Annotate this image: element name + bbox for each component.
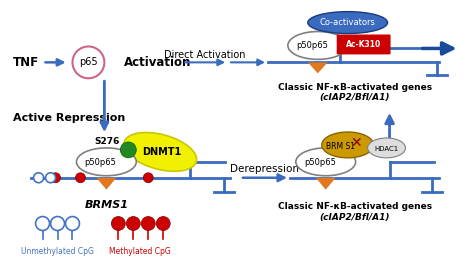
- Text: BRM S1: BRM S1: [326, 143, 355, 151]
- Ellipse shape: [76, 148, 137, 176]
- Circle shape: [75, 173, 85, 183]
- Polygon shape: [316, 178, 336, 190]
- Text: p50p65: p50p65: [296, 41, 328, 50]
- Text: ✕: ✕: [350, 136, 362, 150]
- Text: Derepression: Derepression: [230, 164, 300, 174]
- Polygon shape: [308, 62, 328, 73]
- Ellipse shape: [322, 132, 374, 158]
- Ellipse shape: [124, 133, 197, 171]
- Circle shape: [34, 173, 44, 183]
- Text: Unmethylated CpG: Unmethylated CpG: [21, 247, 94, 256]
- Ellipse shape: [296, 148, 356, 176]
- Text: Co-activators: Co-activators: [320, 18, 375, 27]
- Text: BRMS1: BRMS1: [84, 200, 128, 210]
- Circle shape: [36, 217, 50, 230]
- Text: Direct Activation: Direct Activation: [164, 50, 246, 60]
- Ellipse shape: [368, 138, 405, 158]
- Text: S276: S276: [95, 138, 120, 146]
- Text: DNMT1: DNMT1: [143, 147, 182, 157]
- Circle shape: [156, 217, 170, 230]
- Circle shape: [141, 217, 155, 230]
- Text: (cIAP2/Bfl/A1): (cIAP2/Bfl/A1): [319, 213, 390, 222]
- Text: p50p65: p50p65: [304, 158, 336, 167]
- Ellipse shape: [288, 32, 347, 60]
- Text: Active Repression: Active Repression: [13, 113, 125, 123]
- Text: (cIAP2/Bfl/A1): (cIAP2/Bfl/A1): [319, 93, 390, 102]
- Ellipse shape: [308, 12, 388, 33]
- Circle shape: [120, 142, 137, 158]
- Text: Classic NF-κB-activated genes: Classic NF-κB-activated genes: [278, 202, 432, 211]
- Text: Ac-K310: Ac-K310: [346, 40, 381, 49]
- Text: p50p65: p50p65: [84, 158, 116, 167]
- Circle shape: [65, 217, 80, 230]
- Polygon shape: [96, 178, 116, 190]
- FancyBboxPatch shape: [337, 34, 391, 54]
- Circle shape: [46, 173, 55, 183]
- Text: Activation: Activation: [124, 56, 191, 69]
- Circle shape: [111, 217, 125, 230]
- Text: Classic NF-κB-activated genes: Classic NF-κB-activated genes: [278, 83, 432, 92]
- Text: HDAC1: HDAC1: [374, 146, 399, 152]
- Circle shape: [73, 46, 104, 78]
- Circle shape: [51, 217, 64, 230]
- Text: TNF: TNF: [13, 56, 39, 69]
- Circle shape: [127, 217, 140, 230]
- Text: p65: p65: [79, 57, 98, 67]
- Text: Methylated CpG: Methylated CpG: [109, 247, 171, 256]
- Circle shape: [143, 173, 153, 183]
- Circle shape: [51, 173, 61, 183]
